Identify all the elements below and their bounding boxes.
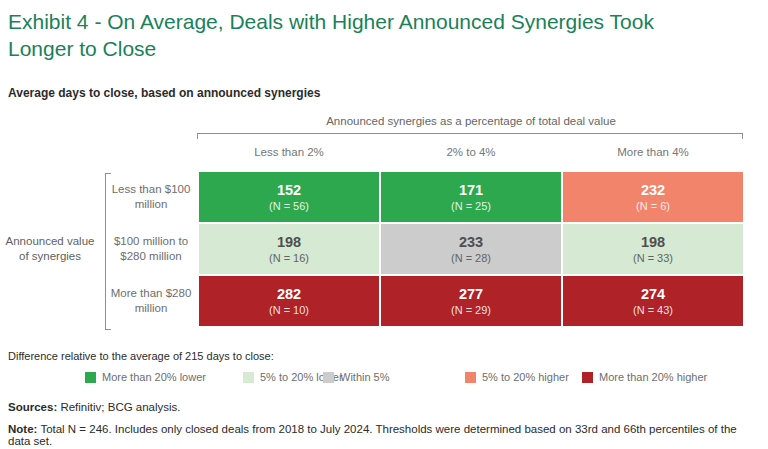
row-label: More than $280 million	[110, 276, 192, 326]
cell-value: 233	[459, 234, 483, 251]
cell-sample-size: (N = 25)	[451, 199, 491, 213]
cell-value: 171	[459, 182, 483, 199]
exhibit-page: Exhibit 4 - On Average, Deals with Highe…	[0, 0, 768, 449]
cell-value: 277	[459, 286, 483, 303]
note-text: Total N = 246. Includes only closed deal…	[8, 423, 737, 447]
legend-label: More than 20% higher	[599, 371, 707, 383]
cell-sample-size: (N = 29)	[451, 303, 491, 317]
legend-swatch	[85, 372, 96, 383]
legend-item: More than 20% higher	[582, 371, 707, 383]
matrix-cell: 274 (N = 43)	[563, 276, 743, 326]
cell-sample-size: (N = 16)	[269, 251, 309, 265]
sources-label: Sources:	[8, 401, 57, 413]
sources-text: Refinitiv; BCG analysis.	[57, 401, 180, 413]
matrix-cell: 233 (N = 28)	[381, 224, 561, 274]
legend-label: More than 20% lower	[102, 371, 206, 383]
legend-swatch	[243, 372, 254, 383]
matrix-cell: 198 (N = 16)	[199, 224, 379, 274]
matrix-cell: 152 (N = 56)	[199, 172, 379, 222]
legend-label: Within 5%	[340, 371, 390, 383]
row-label: $100 million to $280 million	[110, 224, 192, 274]
note-label: Note:	[8, 423, 37, 435]
cell-sample-size: (N = 33)	[633, 251, 673, 265]
legend-swatch	[582, 372, 593, 383]
column-header: More than 4%	[563, 146, 743, 158]
cell-sample-size: (N = 10)	[269, 303, 309, 317]
cell-value: 198	[277, 234, 301, 251]
cell-value: 274	[641, 286, 665, 303]
legend-label: 5% to 20% higher	[482, 371, 569, 383]
row-label: Less than $100 million	[110, 172, 192, 222]
legend-title: Difference relative to the average of 21…	[8, 350, 274, 362]
chart-subtitle: Average days to close, based on announce…	[8, 86, 320, 100]
heatmap-matrix: 152 (N = 56) 171 (N = 25) 232 (N = 6) 19…	[199, 172, 743, 326]
cell-sample-size: (N = 6)	[636, 199, 670, 213]
row-axis-label: Announced value of synergies	[0, 234, 100, 264]
cell-value: 198	[641, 234, 665, 251]
note-line: Note: Total N = 246. Includes only close…	[8, 423, 760, 447]
column-headers: Less than 2% 2% to 4% More than 4%	[199, 146, 743, 158]
matrix-cell: 277 (N = 29)	[381, 276, 561, 326]
cell-sample-size: (N = 28)	[451, 251, 491, 265]
column-header: 2% to 4%	[381, 146, 561, 158]
legend-item: More than 20% lower	[85, 371, 206, 383]
row-labels: Less than $100 million $100 million to $…	[110, 172, 192, 328]
legend-swatch	[465, 372, 476, 383]
column-axis-label: Announced synergies as a percentage of t…	[199, 115, 743, 127]
legend-swatch	[323, 372, 334, 383]
cell-sample-size: (N = 43)	[633, 303, 673, 317]
matrix-cell: 198 (N = 33)	[563, 224, 743, 274]
legend-item: Within 5%	[323, 371, 390, 383]
top-bracket	[197, 133, 743, 139]
sources-line: Sources: Refinitiv; BCG analysis.	[8, 401, 760, 413]
cell-value: 152	[277, 182, 301, 199]
legend-item: 5% to 20% higher	[465, 371, 569, 383]
matrix-cell: 232 (N = 6)	[563, 172, 743, 222]
cell-sample-size: (N = 56)	[269, 199, 309, 213]
cell-value: 232	[641, 182, 665, 199]
matrix-cell: 282 (N = 10)	[199, 276, 379, 326]
column-header: Less than 2%	[199, 146, 379, 158]
matrix-cell: 171 (N = 25)	[381, 172, 561, 222]
page-title: Exhibit 4 - On Average, Deals with Highe…	[8, 8, 723, 62]
cell-value: 282	[277, 286, 301, 303]
